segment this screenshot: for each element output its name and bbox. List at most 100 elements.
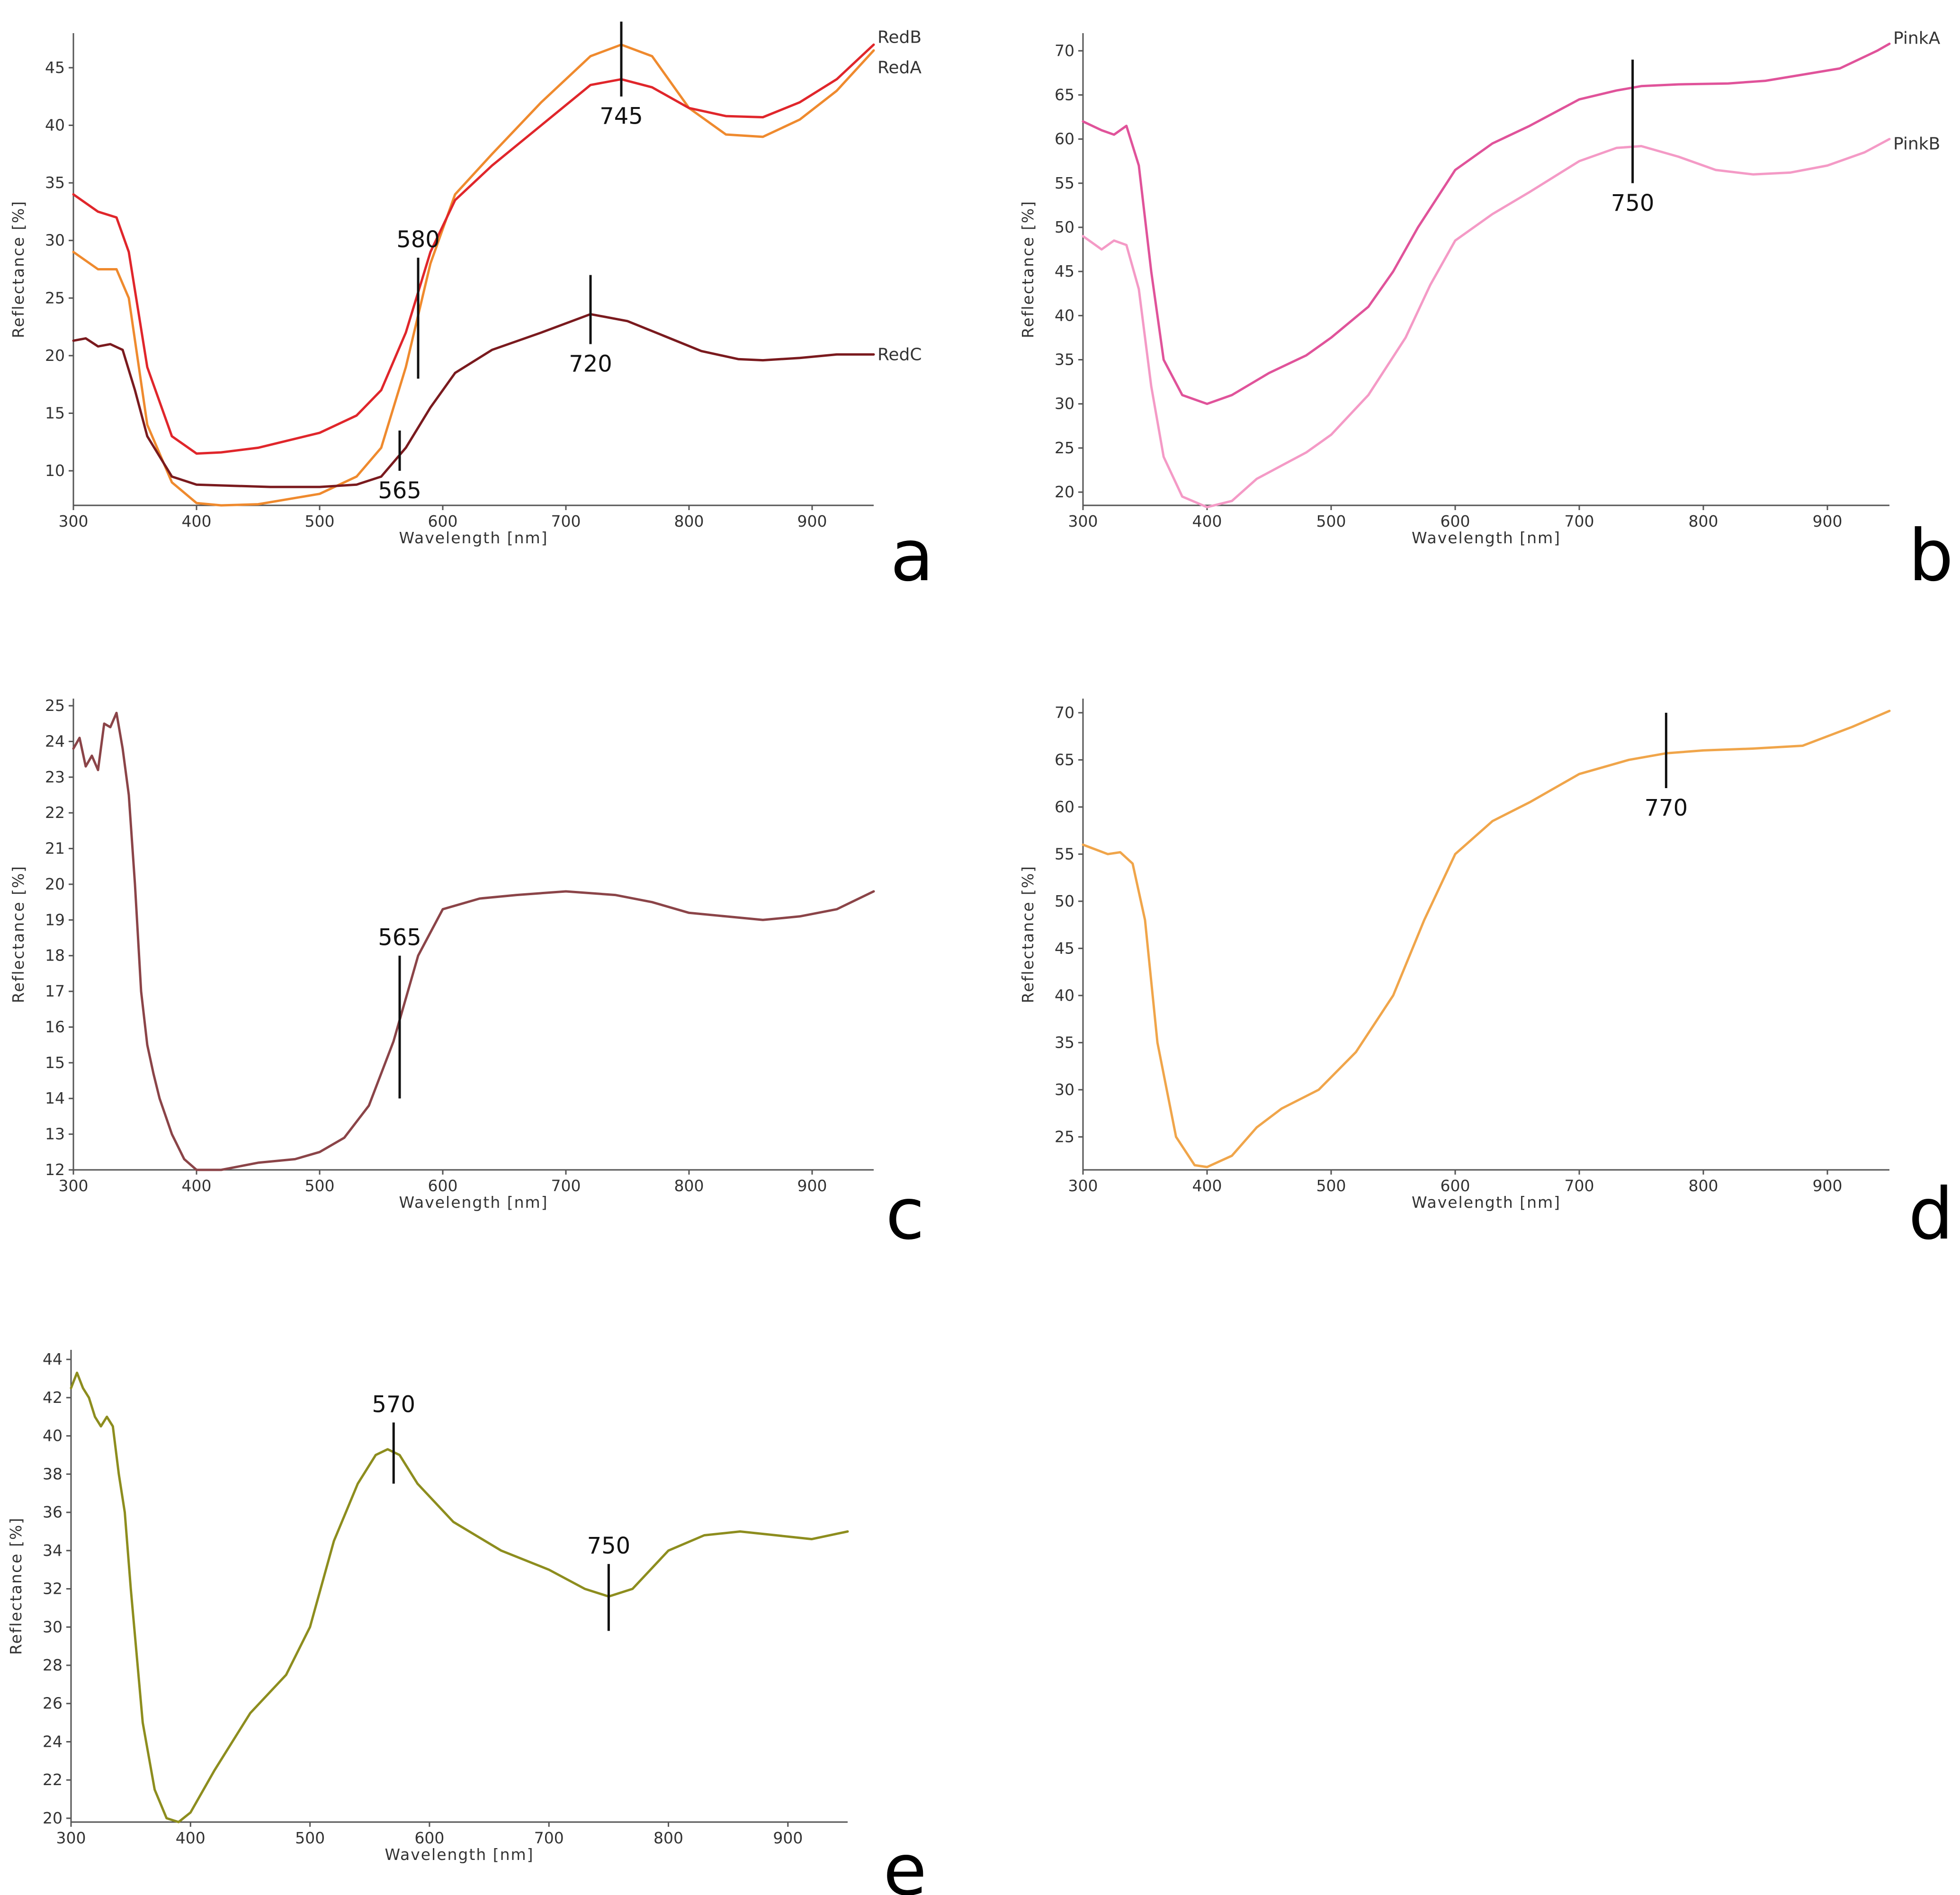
x-tick-label: 400 bbox=[1192, 512, 1222, 530]
panel-letter: c bbox=[886, 1173, 924, 1256]
panel-letter: a bbox=[890, 515, 934, 597]
x-tick-label: 800 bbox=[674, 512, 704, 530]
x-tick-label: 800 bbox=[674, 1177, 704, 1195]
y-tick-label: 12 bbox=[45, 1160, 65, 1179]
chart-panel-a: 300 400 500 600 700 800 900 10 15 20 25 30 35 40 45 Wav… bbox=[9, 21, 934, 597]
y-tick-label: 13 bbox=[45, 1125, 65, 1143]
series-label-redc: RedC bbox=[877, 345, 922, 364]
series-label-pinka: PinkA bbox=[1893, 28, 1941, 48]
y-tick-label: 24 bbox=[45, 732, 65, 750]
x-tick-label: 600 bbox=[414, 1829, 444, 1847]
y-tick-label: 22 bbox=[43, 1770, 63, 1789]
x-tick-label: 600 bbox=[1441, 512, 1470, 530]
chart-panel-b: 300 400 500 600 700 800 900 20 25 30 35 40 45 50 55 60 6… bbox=[1019, 28, 1953, 597]
y-tick-label: 20 bbox=[1055, 483, 1074, 501]
y-tick-label: 30 bbox=[1055, 395, 1074, 413]
y-tick-label: 25 bbox=[1055, 439, 1074, 457]
x-axis-title: Wavelength [nm] bbox=[399, 1193, 548, 1212]
y-tick-label: 50 bbox=[1055, 218, 1074, 236]
y-tick-label: 16 bbox=[45, 1017, 65, 1036]
y-tick-label: 28 bbox=[43, 1656, 63, 1674]
y-tick-label: 65 bbox=[1055, 750, 1074, 769]
series-line-reda bbox=[72, 43, 875, 455]
panel-letter: b bbox=[1908, 515, 1953, 597]
x-tick-label: 300 bbox=[1068, 1177, 1098, 1195]
y-tick-label: 70 bbox=[1055, 41, 1074, 60]
series-line-d bbox=[1082, 710, 1891, 1168]
y-tick-label: 25 bbox=[1055, 1127, 1074, 1146]
peak-annotation-label: 570 bbox=[372, 1391, 415, 1418]
series-line-c bbox=[72, 711, 875, 1171]
y-tick-label: 40 bbox=[1055, 986, 1074, 1005]
x-tick-label: 600 bbox=[1441, 1177, 1470, 1195]
peak-annotation-label: 720 bbox=[569, 351, 612, 377]
y-tick-label: 44 bbox=[43, 1350, 63, 1368]
x-tick-label: 400 bbox=[182, 1177, 212, 1195]
y-tick-label: 18 bbox=[45, 946, 65, 965]
y-tick-label: 23 bbox=[45, 768, 65, 786]
x-tick-label: 300 bbox=[59, 512, 89, 530]
y-tick-label: 45 bbox=[45, 58, 65, 77]
series-line-e bbox=[70, 1371, 849, 1823]
x-tick-label: 400 bbox=[1192, 1177, 1222, 1195]
series-line-redc bbox=[72, 313, 875, 488]
y-tick-label: 30 bbox=[43, 1617, 63, 1636]
x-tick-label: 800 bbox=[1689, 1177, 1718, 1195]
y-tick-label: 65 bbox=[1055, 85, 1074, 104]
y-tick-label: 35 bbox=[1055, 350, 1074, 369]
y-tick-label: 14 bbox=[45, 1089, 65, 1107]
y-tick-label: 30 bbox=[1055, 1080, 1074, 1099]
peak-annotation-label: 565 bbox=[378, 925, 421, 951]
y-tick-label: 20 bbox=[45, 875, 65, 893]
y-axis-title: Reflectance [%] bbox=[7, 1517, 25, 1655]
x-tick-label: 600 bbox=[428, 1177, 458, 1195]
y-tick-label: 36 bbox=[43, 1503, 63, 1521]
y-tick-label: 26 bbox=[43, 1694, 63, 1713]
x-axis-title: Wavelength [nm] bbox=[1412, 529, 1561, 547]
peak-annotation-label: 565 bbox=[378, 477, 421, 504]
y-tick-label: 60 bbox=[1055, 798, 1074, 816]
y-axis-title: Reflectance [%] bbox=[9, 865, 27, 1003]
y-tick-label: 35 bbox=[1055, 1033, 1074, 1051]
x-axis-title: Wavelength [nm] bbox=[385, 1845, 534, 1864]
y-tick-label: 55 bbox=[1055, 844, 1074, 863]
y-tick-label: 45 bbox=[1055, 939, 1074, 957]
y-tick-label: 40 bbox=[43, 1427, 63, 1445]
x-axis-title: Wavelength [nm] bbox=[1412, 1193, 1561, 1212]
y-tick-label: 15 bbox=[45, 1053, 65, 1072]
y-tick-label: 15 bbox=[45, 404, 65, 422]
y-tick-label: 19 bbox=[45, 910, 65, 929]
y-tick-label: 60 bbox=[1055, 130, 1074, 148]
y-tick-label: 45 bbox=[1055, 262, 1074, 280]
series-line-pinkb bbox=[1082, 138, 1891, 509]
y-tick-label: 10 bbox=[45, 461, 65, 480]
x-tick-label: 300 bbox=[56, 1829, 86, 1847]
y-tick-label: 21 bbox=[45, 839, 65, 858]
x-tick-label: 700 bbox=[551, 512, 581, 530]
x-tick-label: 800 bbox=[653, 1829, 683, 1847]
x-tick-label: 900 bbox=[1813, 512, 1843, 530]
x-tick-label: 400 bbox=[176, 1829, 206, 1847]
series-label-reda: RedA bbox=[877, 58, 922, 77]
series-label-redb: RedB bbox=[877, 27, 922, 47]
peak-annotation-label: 750 bbox=[587, 1533, 631, 1559]
y-axis-title: Reflectance [%] bbox=[1019, 865, 1037, 1003]
y-tick-label: 22 bbox=[45, 803, 65, 822]
x-tick-label: 700 bbox=[534, 1829, 564, 1847]
y-tick-label: 50 bbox=[1055, 892, 1074, 910]
y-tick-label: 17 bbox=[45, 982, 65, 1000]
x-tick-label: 300 bbox=[1068, 512, 1098, 530]
panel-letter: e bbox=[883, 1829, 927, 1895]
x-tick-label: 600 bbox=[428, 512, 458, 530]
x-tick-label: 400 bbox=[182, 512, 212, 530]
x-tick-label: 700 bbox=[1565, 512, 1594, 530]
y-tick-label: 40 bbox=[1055, 306, 1074, 324]
y-tick-label: 38 bbox=[43, 1464, 63, 1483]
x-tick-label: 300 bbox=[59, 1177, 89, 1195]
y-tick-label: 32 bbox=[43, 1580, 63, 1598]
chart-panel-c: 300 400 500 600 700 800 900 12 13 14 15 16 17 18 19 20 2… bbox=[9, 696, 924, 1256]
series-line-redb bbox=[72, 43, 875, 507]
x-tick-label: 500 bbox=[305, 512, 335, 530]
x-tick-label: 900 bbox=[797, 1177, 827, 1195]
